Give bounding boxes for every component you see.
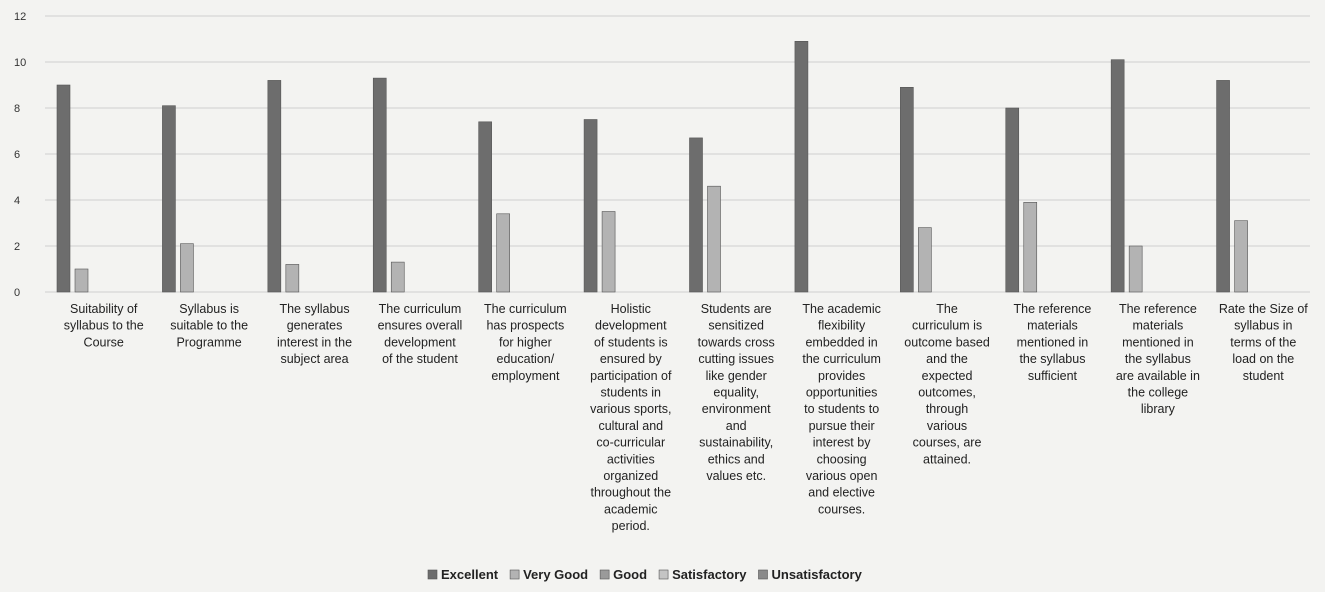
legend-swatch: [758, 569, 768, 580]
legend-label: Excellent: [441, 567, 499, 582]
legend-label: Good: [613, 567, 647, 582]
x-axis-labels: Suitability of syllabus to the Course Sylla…: [64, 302, 1309, 533]
legend-swatch: [658, 569, 669, 580]
x-category-label: The reference materials mentioned in the sy…: [1116, 302, 1200, 416]
bar-very-good: [496, 213, 510, 293]
bar-very-good: [180, 243, 194, 293]
x-category-label: The curriculum has prospects for higher edu…: [484, 302, 567, 383]
legend-swatch: [599, 569, 610, 580]
legend-swatch: [509, 569, 520, 580]
x-category-label: Students are sensitized towards cross cutti…: [698, 302, 775, 483]
bar-very-good: [285, 264, 300, 293]
bar-very-good: [918, 227, 932, 293]
y-tick-label: 8: [14, 103, 20, 115]
y-tick-label: 12: [14, 11, 26, 23]
bar-excellent: [162, 105, 176, 293]
x-category-label: Holistic development of students is ensured…: [590, 302, 672, 533]
y-tick-label: 4: [14, 195, 20, 207]
x-category-label: The syllabus generates interest in the subj…: [277, 302, 352, 366]
bars: [56, 40, 1248, 293]
x-category-label: Syllabus is suitable to the Programme: [170, 302, 248, 349]
legend-label: Satisfactory: [672, 567, 747, 582]
x-category-label: The curriculum ensures overall development…: [378, 302, 463, 366]
legend-label: Very Good: [523, 567, 588, 582]
x-category-label: The reference materials mentioned in the sy…: [1014, 302, 1092, 383]
bar-very-good: [1023, 202, 1038, 293]
y-tick-label: 10: [14, 57, 26, 69]
bar-excellent: [583, 119, 598, 293]
bar-excellent: [1110, 59, 1125, 293]
legend-swatch: [427, 569, 438, 580]
bar-excellent: [794, 40, 809, 293]
bar-very-good: [707, 185, 721, 293]
y-tick-label: 6: [14, 149, 20, 161]
bar-very-good: [390, 261, 405, 293]
bar-excellent: [478, 121, 492, 293]
y-tick-label: 0: [14, 287, 20, 299]
bar-excellent: [900, 87, 914, 293]
bar-very-good: [1128, 245, 1143, 293]
x-category-label: Rate the Size of syllabus in terms of the l…: [1219, 302, 1308, 383]
x-category-label: The curriculum is outcome based and the expe…: [904, 302, 990, 466]
bar-excellent: [1216, 80, 1230, 293]
legend-label: Unsatisfactory: [771, 567, 862, 582]
legend: Excellent Very Good Good Satisfactory Unsati…: [427, 567, 863, 582]
bar-excellent: [689, 137, 703, 293]
bar-excellent: [56, 84, 71, 293]
bar-very-good: [74, 268, 89, 293]
x-category-label: Suitability of syllabus to the Course: [64, 302, 144, 349]
bar-excellent: [1005, 107, 1020, 293]
gridlines: [45, 15, 1310, 293]
y-tick-label: 2: [14, 241, 20, 253]
y-axis: 0 2 4 6 8 10 12: [14, 11, 26, 299]
x-category-label: The academic flexibility embedded in the cu…: [802, 302, 881, 516]
bar-very-good: [1234, 220, 1248, 293]
bar-excellent: [372, 77, 387, 293]
bar-very-good: [601, 211, 616, 293]
bar-excellent: [267, 80, 282, 293]
